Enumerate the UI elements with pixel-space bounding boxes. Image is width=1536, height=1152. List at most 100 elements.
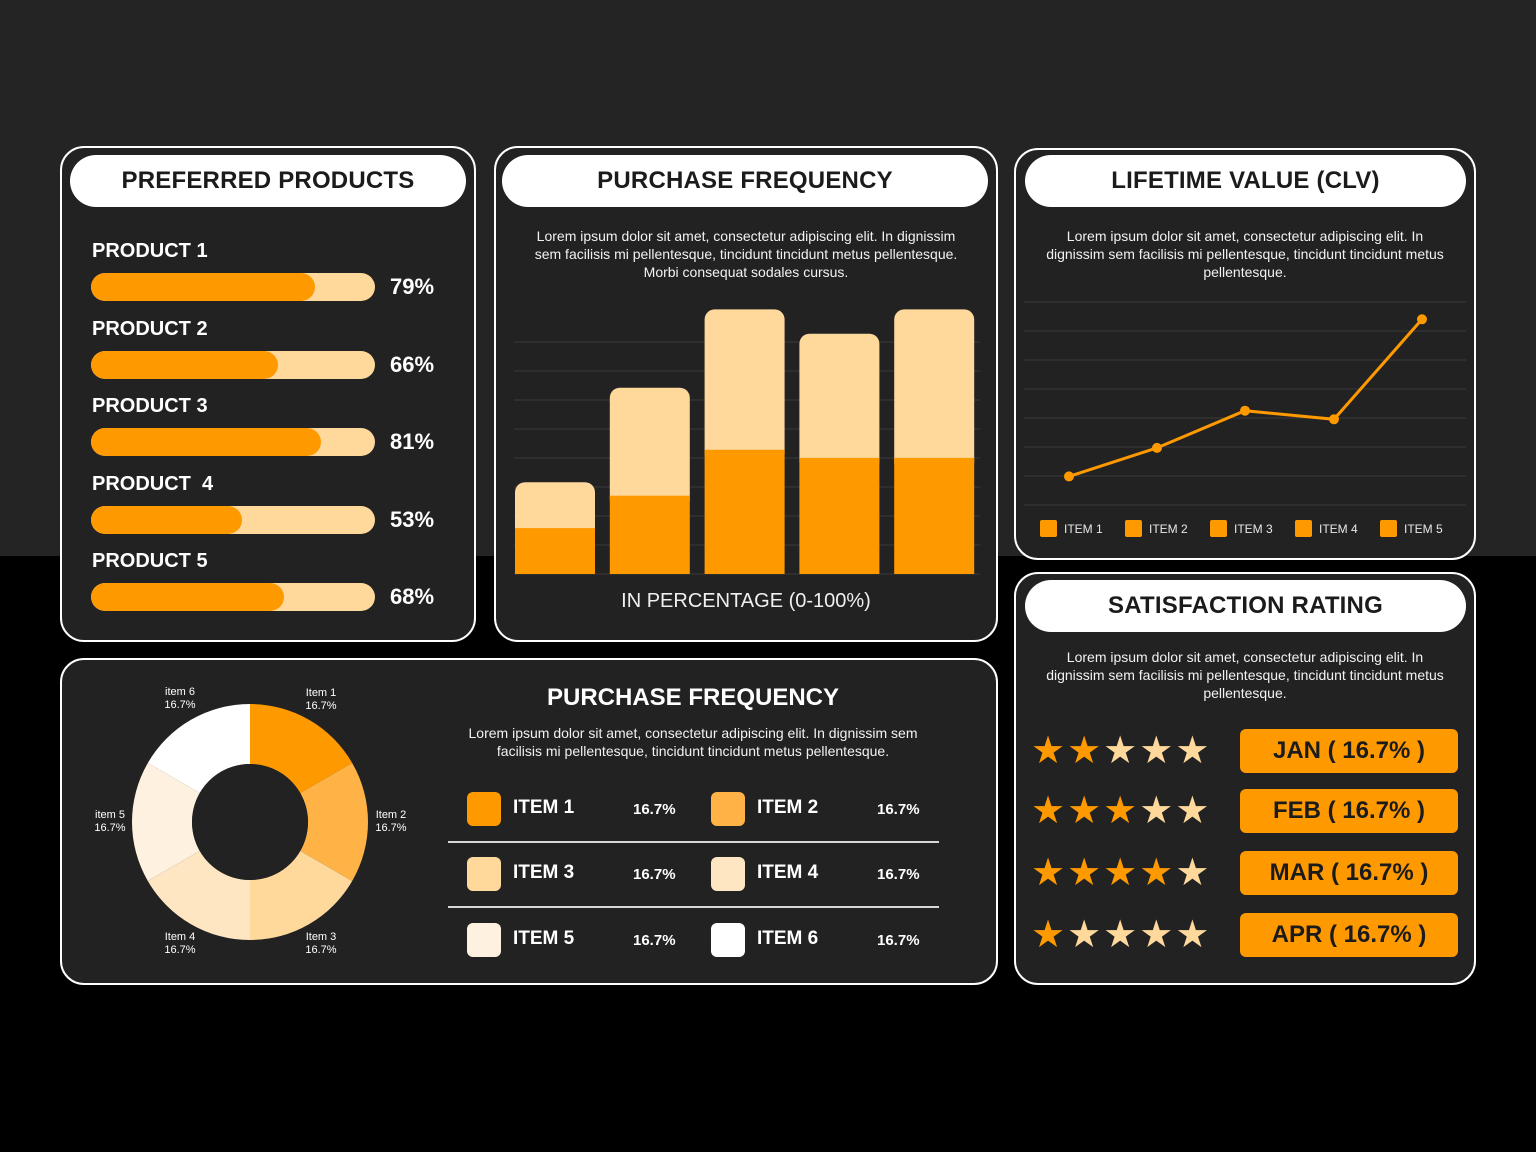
legend-item-percent: 16.7% [633,866,676,883]
legend-item-name: ITEM 5 [513,928,575,949]
clv-legend-label: ITEM 3 [1234,522,1273,536]
star-icon: ★ [1031,790,1066,832]
product-bar-fill [91,273,315,301]
clv-point [1064,471,1074,482]
clv-point [1329,414,1339,425]
product-bar-fill [91,583,284,611]
slice-name: item 6 [165,686,195,698]
legend-swatch [467,923,501,957]
donut-slice-label: Item 2 16.7% [361,809,421,835]
product-label: PRODUCT 5 [92,550,208,572]
product-percent: 79% [390,274,435,299]
star-icon: ★ [1031,730,1066,772]
donut-slice-label: item 6 16.7% [150,686,210,712]
bar-base-segment [894,457,975,574]
clv-legend-label: ITEM 4 [1319,522,1358,536]
star-rating: ★ ★ ★ ★ ★ [1031,915,1209,955]
bar-base-segment [515,528,595,574]
donut-slice-label: Item 3 16.7% [291,931,351,957]
legend-item-percent: 16.7% [633,801,676,818]
clv-legend-swatch [1125,520,1142,537]
product-bar-track [91,273,375,301]
star-icon: ★ [1175,852,1210,894]
bar-base-segment [704,449,785,574]
product-bar-fill [91,428,321,456]
star-icon: ★ [1031,914,1066,956]
star-icon: ★ [1175,790,1210,832]
donut-slice [147,851,250,940]
purchase-frequency-caption: IN PERCENTAGE (0-100%) [621,590,871,612]
legend-item-percent: 16.7% [877,801,920,818]
star-icon: ★ [1103,790,1138,832]
donut-slice [132,763,200,881]
purchase-frequency-chart [514,309,980,575]
legend-item-percent: 16.7% [877,866,920,883]
product-percent: 68% [390,584,435,609]
product-label: PRODUCT 4 [92,472,214,495]
product-bar-track [91,583,375,611]
clv-legend-swatch [1210,520,1227,537]
star-icon: ★ [1175,730,1210,772]
clv-chart: ITEM 1 ITEM 2 ITEM 3 ITEM 4 ITEM 5 [1024,301,1466,537]
slice-name: Item 4 [164,931,196,943]
clv-point [1240,405,1250,416]
legend-item-name: ITEM 2 [757,797,819,818]
legend-item-name: ITEM 1 [513,797,575,818]
slice-percent: 16.7% [375,822,407,834]
donut-slice [250,704,353,793]
product-percent: 81% [390,429,435,454]
clv-point [1417,314,1427,325]
product-bar-fill [91,350,278,379]
slice-name: Item 1 [305,687,337,699]
slice-percent: 16.7% [164,944,196,956]
legend-item-name: ITEM 4 [757,862,819,883]
donut-slice-label: Item 1 16.7% [291,687,351,713]
slice-name: Item 2 [375,809,407,821]
legend-item-name: ITEM 6 [757,928,819,949]
satisfaction-description: Lorem ipsum dolor sit amet, consectetur … [1046,649,1444,701]
star-icon: ★ [1067,790,1102,832]
donut-chart [132,704,368,940]
legend-divider-2 [448,906,939,908]
star-icon: ★ [1139,790,1174,832]
product-percent: 66% [390,351,435,377]
product-label: PRODUCT 2 [92,317,208,340]
legend-swatch [711,857,745,891]
purchase-frequency-title: PURCHASE FREQUENCY [502,155,988,207]
slice-percent: 16.7% [94,822,126,834]
bar-base-segment [609,495,690,574]
star-icon: ★ [1103,730,1138,772]
preferred-products-title: PREFERRED PRODUCTS [70,155,466,207]
donut-slice [300,763,368,881]
clv-line [1068,318,1424,478]
bar-base-segment [799,457,880,574]
legend-item-name: ITEM 3 [513,862,575,883]
slice-percent: 16.7% [305,700,337,712]
slice-name: item 5 [95,809,125,821]
donut-section-title: PURCHASE FREQUENCY [546,684,840,711]
star-icon: ★ [1139,914,1174,956]
star-icon: ★ [1067,730,1102,772]
donut-hole [192,764,308,880]
product-label: PRODUCT 3 [92,395,208,417]
month-rating-badge: MAR ( 16.7% ) [1240,851,1458,895]
star-icon: ★ [1067,914,1102,956]
product-bar-track [91,350,375,379]
clv-title: LIFETIME VALUE (CLV) [1025,155,1466,207]
slice-name: Item 3 [305,931,337,943]
donut-slice [147,704,250,793]
product-bar-fill [91,505,242,534]
legend-item-percent: 16.7% [877,932,920,949]
clv-legend-swatch [1380,520,1397,537]
bar-top-segment [894,309,975,472]
legend-item-percent: 16.7% [633,932,676,949]
star-icon: ★ [1031,852,1066,894]
star-icon: ★ [1103,914,1138,956]
bar-top-segment [609,387,690,510]
bar-top-segment [704,309,785,464]
slice-percent: 16.7% [305,944,337,956]
clv-legend-swatch [1295,520,1312,537]
legend-swatch [467,792,501,826]
legend-swatch [711,923,745,957]
star-icon: ★ [1067,852,1102,894]
